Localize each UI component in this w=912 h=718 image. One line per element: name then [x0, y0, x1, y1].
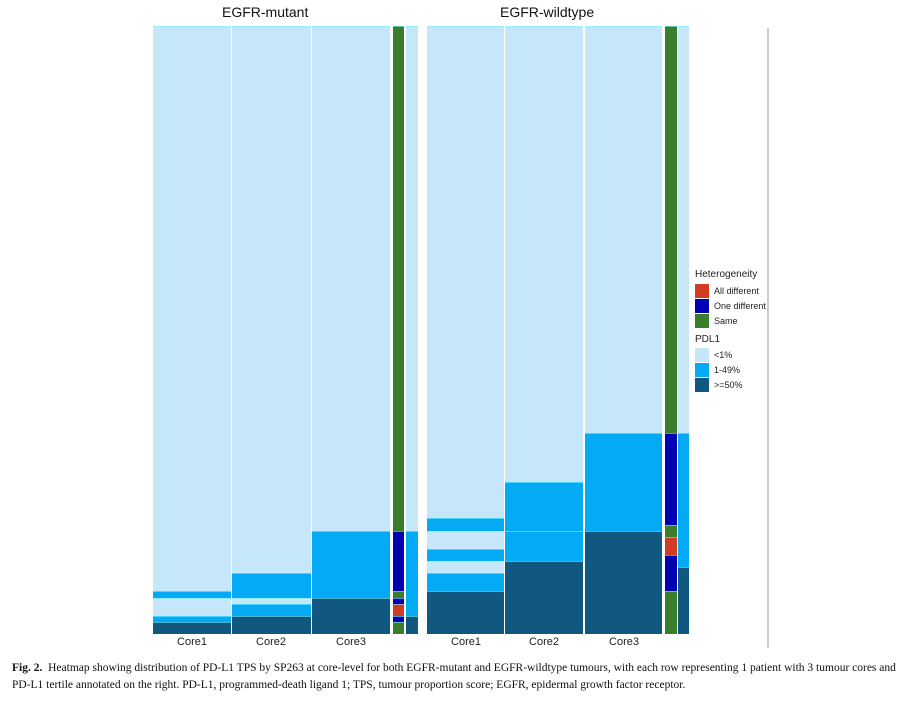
heterogeneity-cell	[665, 524, 677, 537]
legend-swatch	[695, 378, 709, 392]
heatmap-cell	[153, 591, 231, 598]
legend-entry: All different	[695, 284, 759, 298]
x-label: Core3	[336, 636, 366, 648]
heatmap-cell	[585, 530, 662, 634]
heatmap-cell	[312, 597, 390, 634]
legend-entry: One different	[695, 299, 766, 313]
pdl1-annotation-cell	[678, 26, 689, 434]
heterogeneity-cell	[393, 621, 404, 634]
legend-label: 1-49%	[714, 365, 741, 375]
heatmap-cell	[505, 561, 583, 634]
heatmap-cell	[232, 573, 311, 598]
pdl1-annotation-cell	[678, 433, 689, 568]
heatmap-cell	[232, 615, 311, 634]
legend-entry: 1-49%	[695, 363, 740, 377]
legend-swatch	[695, 348, 709, 362]
pdl1-annotation-cell	[406, 530, 418, 616]
x-label: Core1	[177, 636, 207, 648]
heatmap-cell	[505, 482, 583, 531]
legend-entry: <1%	[695, 348, 732, 362]
heatmap-cell	[585, 433, 662, 531]
heatmap-cell	[232, 597, 311, 604]
heatmap-cell	[427, 591, 504, 634]
heatmap-cell	[585, 26, 662, 434]
heatmap-cell	[505, 26, 583, 482]
heatmap-cell	[153, 597, 231, 616]
heatmap-cell	[153, 621, 231, 634]
x-label: Core3	[609, 636, 639, 648]
legend-label: >=50%	[714, 380, 743, 390]
caption-label: Fig. 2.	[12, 662, 43, 674]
heterogeneity-cell	[393, 597, 404, 604]
caption-text: Heatmap showing distribution of PD-L1 TP…	[12, 662, 896, 691]
legend-label: All different	[714, 286, 759, 296]
panel-title-mutant: EGFR-mutant	[222, 4, 309, 20]
legend-label: Same	[714, 316, 738, 326]
heterogeneity-cell	[393, 615, 404, 622]
heatmap-cell	[427, 561, 504, 574]
heterogeneity-cell	[393, 530, 404, 592]
legend-entry: Same	[695, 314, 738, 328]
heatmap-cell	[232, 603, 311, 616]
legend-label: One different	[714, 301, 766, 311]
legend-swatch	[695, 314, 709, 328]
heatmap-cell	[505, 530, 583, 562]
heatmap-cell	[427, 530, 504, 549]
pdl1-annotation-cell	[406, 26, 418, 531]
x-label: Core1	[451, 636, 481, 648]
legend-swatch	[695, 299, 709, 313]
divider	[767, 28, 769, 648]
legend-swatch	[695, 284, 709, 298]
heterogeneity-cell	[665, 591, 677, 634]
heatmap-cell	[427, 573, 504, 592]
heatmap-cell	[312, 26, 390, 531]
heatmap-cell	[427, 518, 504, 531]
figure-caption: Fig. 2. Heatmap showing distribution of …	[12, 660, 904, 694]
heterogeneity-cell	[665, 26, 677, 434]
pdl1-annotation-cell	[678, 567, 689, 634]
heatmap-cell	[427, 26, 504, 519]
legend-entry: >=50%	[695, 378, 743, 392]
legend-swatch	[695, 363, 709, 377]
pdl1-annotation-cell	[406, 615, 418, 634]
x-label: Core2	[256, 636, 286, 648]
legend-label: <1%	[714, 350, 733, 360]
heterogeneity-cell	[665, 536, 677, 555]
heatmap-cell	[427, 548, 504, 562]
heatmap-cell	[232, 26, 311, 574]
heatmap-cell	[153, 615, 231, 622]
x-label: Core2	[529, 636, 559, 648]
heterogeneity-cell	[665, 554, 677, 592]
panel-title-wildtype: EGFR-wildtype	[500, 4, 595, 20]
heterogeneity-cell	[665, 433, 677, 525]
heatmap-cell	[312, 530, 390, 598]
legend-title-pdl1: PDL1	[695, 334, 721, 345]
heatmap-cell	[153, 26, 231, 592]
legend-title-heterogeneity: Heterogeneity	[695, 269, 758, 280]
heterogeneity-cell	[393, 603, 404, 616]
heterogeneity-cell	[393, 591, 404, 598]
heterogeneity-cell	[393, 26, 404, 531]
